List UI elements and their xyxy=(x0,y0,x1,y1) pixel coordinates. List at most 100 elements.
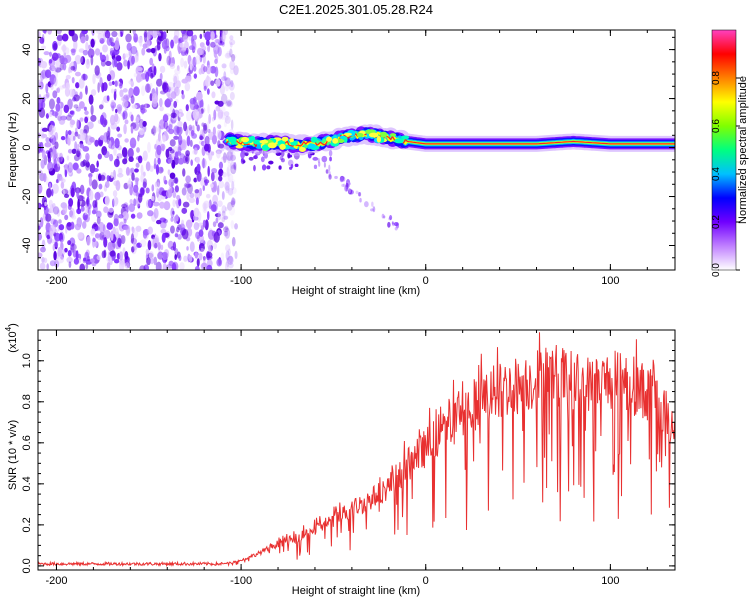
noise-blob xyxy=(184,82,191,92)
noise-blob xyxy=(181,228,189,240)
noise-blob xyxy=(149,57,154,66)
noise-blob xyxy=(49,124,54,136)
tail-blob xyxy=(312,156,319,161)
noise-blob xyxy=(127,184,132,190)
snr-x-ticks: -200 -100 0 100 xyxy=(45,330,648,587)
snr-plot-area xyxy=(38,332,675,568)
noise-blob xyxy=(63,193,70,198)
noise-blob xyxy=(224,225,229,231)
y-tick-label: 40 xyxy=(21,43,33,55)
noise-blob xyxy=(123,94,130,100)
noise-blob xyxy=(86,196,90,207)
noise-blob xyxy=(133,72,138,78)
noise-blob xyxy=(149,165,154,172)
noise-blob xyxy=(185,150,190,157)
x-tick-label: -100 xyxy=(230,575,252,587)
noise-blob xyxy=(107,207,114,213)
noise-blob xyxy=(62,62,67,71)
noise-blob xyxy=(161,233,166,243)
noise-blob xyxy=(171,262,177,270)
noise-blob xyxy=(117,173,124,178)
noise-blob xyxy=(48,111,53,118)
noise-blob xyxy=(68,66,71,74)
noise-blob xyxy=(67,162,74,173)
noise-blob xyxy=(180,57,185,68)
noise-blob xyxy=(147,210,154,217)
noise-blob xyxy=(67,130,72,136)
noise-blob xyxy=(217,46,222,57)
noise-blob xyxy=(58,117,66,125)
noise-blob xyxy=(101,250,106,259)
noise-blob xyxy=(172,210,175,215)
noise-blob xyxy=(202,219,206,228)
noise-blob xyxy=(211,134,217,145)
noise-blob xyxy=(41,69,47,79)
noise-blob xyxy=(109,50,115,56)
noise-blob xyxy=(207,165,210,177)
noise-blob xyxy=(52,42,58,50)
noise-blob xyxy=(44,201,47,207)
noise-blob xyxy=(188,255,193,262)
noise-blob xyxy=(198,229,204,237)
noise-blob xyxy=(164,180,168,185)
noise-blob xyxy=(185,183,192,188)
snr-frame xyxy=(37,329,676,571)
noise-blob xyxy=(206,88,210,95)
noise-blob xyxy=(189,241,195,253)
noise-blob xyxy=(223,233,228,241)
noise-blob xyxy=(198,112,203,119)
noise-blob xyxy=(220,214,227,220)
noise-blob xyxy=(222,152,227,164)
noise-blob xyxy=(120,262,126,268)
noise-blob xyxy=(193,147,198,155)
noise-blob xyxy=(229,68,235,75)
tail-blob xyxy=(334,175,338,180)
noise-blob xyxy=(214,58,218,65)
noise-blob xyxy=(183,60,188,69)
noise-blob xyxy=(57,255,65,264)
noise-blob xyxy=(202,157,205,169)
ridge-blob xyxy=(307,143,317,149)
noise-blob xyxy=(79,117,84,122)
noise-blob xyxy=(112,196,119,207)
ridge-blob xyxy=(376,135,382,143)
noise-blob xyxy=(76,168,82,174)
noise-blob xyxy=(117,133,123,138)
noise-blob xyxy=(154,237,159,245)
noise-blob xyxy=(113,158,120,168)
noise-blob xyxy=(221,172,227,178)
noise-blob xyxy=(151,93,158,104)
noise-blob xyxy=(229,48,233,58)
noise-blob xyxy=(145,161,151,172)
noise-blob xyxy=(115,108,118,114)
tail-blob xyxy=(355,190,359,195)
noise-blob xyxy=(38,225,41,230)
noise-blob xyxy=(84,206,88,216)
noise-blob xyxy=(222,64,227,72)
noise-blob xyxy=(212,201,218,213)
noise-blob xyxy=(208,113,212,125)
noise-blob xyxy=(167,81,175,90)
noise-blob xyxy=(185,104,189,112)
ridge-blob xyxy=(343,132,352,136)
noise-blob xyxy=(55,30,62,35)
noise-blob xyxy=(208,199,212,210)
noise-blob xyxy=(60,181,65,189)
noise-blob xyxy=(170,91,177,99)
noise-blob xyxy=(103,206,109,214)
noise-blob xyxy=(167,93,172,100)
y-tick-label: 20 xyxy=(21,92,33,104)
tail-blob xyxy=(248,156,254,161)
noise-blob xyxy=(136,212,143,219)
multiplier-base: (x10 xyxy=(7,331,19,352)
noise-blob xyxy=(133,184,139,193)
noise-blob xyxy=(38,94,42,101)
noise-blob xyxy=(220,156,228,163)
noise-blob xyxy=(110,88,115,94)
noise-blob xyxy=(103,150,110,159)
noise-blob xyxy=(112,190,118,197)
noise-blob xyxy=(106,130,111,141)
noise-blob xyxy=(115,180,121,191)
spectrogram-y-ticks: -40 -20 0 20 40 xyxy=(21,36,675,271)
noise-blob xyxy=(217,210,222,221)
